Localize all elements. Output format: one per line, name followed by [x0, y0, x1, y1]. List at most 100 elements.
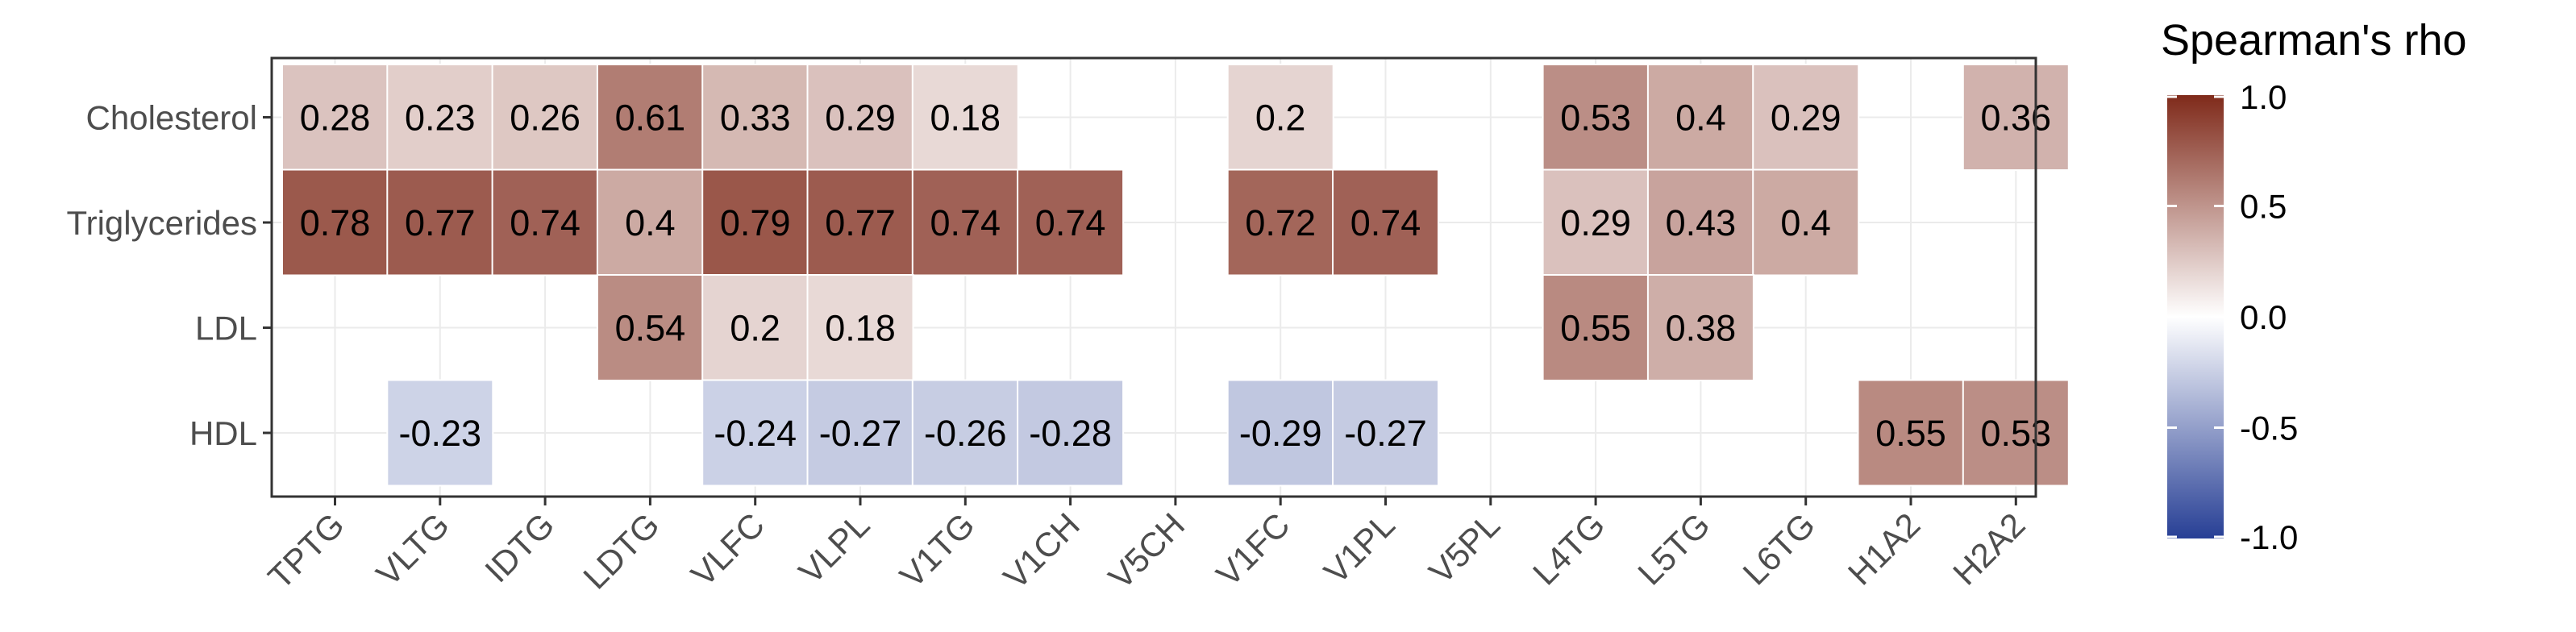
- x-tick-label: L6TG: [1736, 505, 1823, 592]
- x-tick-label: TPTG: [260, 505, 351, 596]
- cell-value-label: 0.55: [1875, 413, 1946, 454]
- heatmap-cell: [1017, 379, 1125, 487]
- cell-value-label: 0.33: [720, 98, 791, 139]
- cell-value-label: 0.4: [1780, 202, 1831, 243]
- heatmap-cell: [1226, 64, 1334, 171]
- cell-value-label: 0.29: [1771, 98, 1841, 139]
- cell-value-label: -0.23: [399, 413, 482, 454]
- heatmap-cell: [911, 64, 1019, 171]
- heatmap-cell: [1542, 64, 1650, 171]
- x-tick-label: V1TG: [893, 505, 982, 595]
- cell-value-label: 0.53: [1560, 98, 1631, 139]
- heatmap-cell: [1226, 168, 1334, 276]
- cell-value-label: 0.2: [730, 308, 780, 349]
- cell-value-label: 0.36: [1981, 98, 2052, 139]
- cell-value-label: 0.26: [510, 98, 581, 139]
- cell-value-label: 0.4: [1675, 98, 1726, 139]
- panel-border: [270, 56, 2037, 498]
- cell-value-label: 0.74: [510, 202, 581, 243]
- cell-value-label: -0.27: [819, 413, 902, 454]
- heatmap-cell: [1332, 379, 1439, 487]
- x-tick-label: V1FC: [1209, 505, 1296, 593]
- cell-value-label: 0.29: [825, 98, 896, 139]
- heatmap-cell: [1542, 274, 1650, 381]
- x-tick-label: VLFC: [684, 505, 772, 593]
- heatmap-cell: [911, 379, 1019, 487]
- cell-value-label: 0.28: [300, 98, 371, 139]
- x-axis: TPTG VLTG IDTG LDTG VLFC VLPL V1TG V1CH V5CH V1FC…: [260, 497, 2033, 597]
- heatmap-cell: [1752, 168, 1860, 276]
- cell-value-label: -0.26: [924, 413, 1007, 454]
- heatmap-cell: [701, 379, 809, 487]
- cell-value-label: 0.18: [930, 98, 1001, 139]
- cell-value-label: -0.24: [714, 413, 797, 454]
- heatmap-cell: [1332, 168, 1439, 276]
- heatmap-cell: [911, 168, 1019, 276]
- legend-tick-label: -1.0: [2240, 518, 2298, 556]
- x-tick-label: LDTG: [576, 505, 666, 596]
- cell-value-label: 0.61: [615, 98, 686, 139]
- x-tick-label: VLPL: [791, 505, 876, 591]
- heatmap-cell: [1752, 64, 1860, 171]
- cell-value-label: 0.4: [625, 202, 676, 243]
- x-tick-label: H1A2: [1841, 505, 1928, 592]
- x-tick-label: IDTG: [477, 505, 561, 589]
- cell-value-label: 0.43: [1666, 202, 1737, 243]
- cell-value-label: -0.28: [1029, 413, 1112, 454]
- heatmap-cell: [1542, 168, 1650, 276]
- heatmap-cell: [701, 168, 809, 276]
- legend-tick-label: 0.0: [2240, 298, 2287, 336]
- legend-tick-label: -0.5: [2240, 410, 2298, 447]
- x-tick-label: H2A2: [1946, 505, 2033, 592]
- cell-value-label: -0.29: [1239, 413, 1322, 454]
- cell-labels: 0.28 0.23 0.26 0.61 0.33 0.29 0.18 0.2 0.53 0.4 0.…: [300, 98, 2051, 455]
- heatmap-cell: [596, 274, 704, 381]
- x-tick-label: V1CH: [997, 505, 1087, 596]
- cell-value-label: 0.29: [1560, 202, 1631, 243]
- x-tick-label: V1PL: [1317, 505, 1402, 591]
- cell-value-label: 0.18: [825, 308, 896, 349]
- legend-title: Spearman's rho: [2161, 16, 2467, 64]
- cell-value-label: 0.77: [405, 202, 476, 243]
- heatmap-cell: [806, 168, 914, 276]
- x-tick-label: L5TG: [1630, 505, 1717, 592]
- y-tick-label: Triglycerides: [67, 204, 258, 242]
- cell-value-label: 0.38: [1666, 308, 1737, 349]
- heatmap-cell: [491, 64, 599, 171]
- heatmap-cell: [1857, 379, 1965, 487]
- y-tick-label: Cholesterol: [86, 99, 257, 137]
- cell-value-label: 0.74: [1035, 202, 1106, 243]
- cell-value-label: 0.23: [405, 98, 476, 139]
- legend-tick-label: 0.5: [2240, 188, 2287, 226]
- cell-value-label: 0.77: [825, 202, 896, 243]
- cell-value-label: 0.78: [300, 202, 371, 243]
- heatmap-cell: [1017, 168, 1125, 276]
- heatmap-cell: [491, 168, 599, 276]
- heatmap-cell: [386, 379, 494, 487]
- cell-value-label: -0.27: [1344, 413, 1427, 454]
- heatmap-cell: [281, 168, 389, 276]
- cell-value-label: 0.74: [1350, 202, 1421, 243]
- heatmap-cell: [1646, 274, 1754, 381]
- x-tick-label: V5PL: [1421, 505, 1507, 591]
- cell-value-label: 0.74: [930, 202, 1001, 243]
- y-tick-label: HDL: [189, 414, 257, 452]
- heatmap-cell: [1226, 379, 1334, 487]
- cell-value-label: 0.55: [1560, 308, 1631, 349]
- heatmap-cells: [281, 64, 2070, 487]
- heatmap-cell: [1962, 379, 2070, 487]
- cell-value-label: 0.72: [1245, 202, 1316, 243]
- heatmap-cell: [596, 168, 704, 276]
- cell-value-label: 0.79: [720, 202, 791, 243]
- cell-value-label: 0.54: [615, 308, 686, 349]
- y-axis: Cholesterol Triglycerides LDL HDL: [67, 99, 272, 452]
- heatmap-cell: [1962, 64, 2070, 171]
- heatmap-cell: [386, 168, 494, 276]
- legend-tick-label: 1.0: [2240, 78, 2287, 116]
- cell-value-label: 0.2: [1255, 98, 1306, 139]
- x-tick-label: V5CH: [1101, 505, 1192, 596]
- legend: Spearman's rho 1.0 0.5 0.0 -0.5 -1.0: [2161, 16, 2467, 556]
- y-tick-label: LDL: [195, 310, 257, 347]
- heatmap-cell: [701, 64, 809, 171]
